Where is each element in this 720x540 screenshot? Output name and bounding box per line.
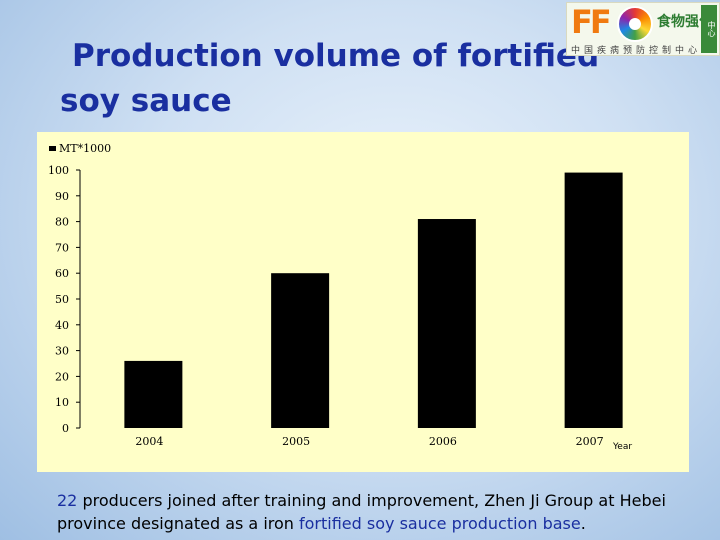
caption-end: . — [580, 514, 586, 533]
slide-title-line-1: Production volume of fortified — [72, 38, 600, 74]
y-tick-label: 0 — [62, 422, 69, 435]
y-tick-label: 70 — [55, 241, 69, 254]
x-tick-label: 2004 — [135, 435, 163, 448]
y-tick-label: 90 — [55, 190, 69, 203]
caption-highlight: fortified soy sauce production base — [299, 514, 581, 533]
bar-2004 — [124, 360, 183, 428]
bar-2007 — [564, 172, 623, 428]
legend-swatch — [49, 146, 56, 151]
logo-sub-text: 中国疾病预防控制中心 — [571, 46, 702, 56]
y-tick-label: 10 — [55, 396, 69, 409]
organization-logo: FF 食物强化 中国疾病预防控制中心 中心 — [566, 2, 720, 56]
x-axis-title: Year — [612, 442, 632, 452]
y-tick-label: 50 — [55, 293, 69, 306]
legend-label: MT*1000 — [59, 142, 111, 155]
slide-caption: 22 producers joined after training and i… — [57, 489, 697, 535]
y-tick-label: 80 — [55, 216, 69, 229]
x-tick-label: 2006 — [429, 435, 457, 448]
x-tick-label: 2007 — [576, 435, 604, 448]
bar-chart: MT*1000 0 10 20 30 40 50 60 70 80 90 100 2004 2005 200… — [48, 142, 632, 452]
y-tick-label: 20 — [55, 370, 69, 383]
caption-text: producers joined after training and impr… — [57, 491, 666, 533]
chart-panel: MT*1000 0 10 20 30 40 50 60 70 80 90 100 2004 2005 200… — [37, 132, 689, 472]
logo-vertical-text: 中心 — [701, 5, 717, 53]
bar-2006 — [417, 219, 476, 428]
logo-brand-text: 食物强化 — [657, 14, 713, 30]
y-tick-label: 100 — [48, 164, 69, 177]
y-tick-label: 30 — [55, 345, 69, 358]
logo-letters: FF — [571, 3, 612, 41]
x-tick-label: 2005 — [282, 435, 310, 448]
logo-wheel-icon — [617, 6, 653, 42]
y-tick-label: 60 — [55, 267, 69, 280]
bar-2005 — [271, 273, 330, 428]
slide-title-line-2: soy sauce — [60, 83, 232, 119]
y-tick-label: 40 — [55, 319, 69, 332]
caption-count: 22 — [57, 491, 78, 510]
slide-title: Production volume of fortified soy sauce — [60, 34, 620, 124]
